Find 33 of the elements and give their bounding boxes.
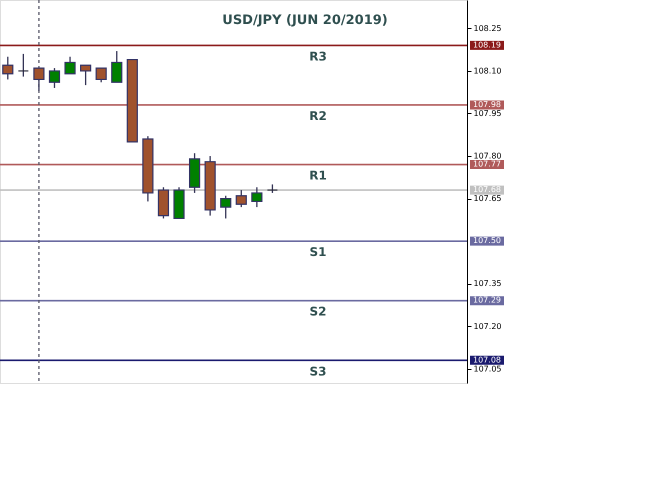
y-tick-label: 107.80 bbox=[474, 152, 502, 161]
text: USD/JPY (JUN 20/2019) bbox=[222, 13, 388, 28]
y-tick-label: 108.25 bbox=[474, 24, 502, 33]
candlestick bbox=[251, 186, 262, 208]
candlestick bbox=[48, 67, 60, 89]
y-tick-label: 107.05 bbox=[474, 364, 502, 374]
text: 107.50 bbox=[473, 236, 501, 246]
candlestick bbox=[220, 195, 232, 220]
ref-line-label: R1 bbox=[309, 168, 327, 183]
y-tick-label: 107.65 bbox=[474, 194, 502, 204]
y-tick-label: 107.35 bbox=[474, 279, 502, 288]
ref-line-label: S3 bbox=[310, 364, 326, 378]
text: 108.19 bbox=[473, 40, 501, 50]
ref-line-label: R2 bbox=[309, 108, 327, 123]
candlestick bbox=[18, 53, 29, 78]
candlestick bbox=[2, 56, 14, 80]
ref-line-label: S2 bbox=[310, 304, 326, 319]
candlestick bbox=[80, 64, 92, 86]
text: 107.29 bbox=[473, 296, 501, 305]
text: 107.98 bbox=[473, 100, 501, 109]
text: 107.77 bbox=[473, 160, 501, 169]
candlestick bbox=[236, 189, 247, 208]
candlestick bbox=[111, 50, 122, 83]
text: 107.08 bbox=[473, 355, 501, 364]
text: 107.68 bbox=[473, 185, 501, 194]
y-tick-label: 108.10 bbox=[474, 66, 502, 76]
candlestick bbox=[33, 67, 45, 92]
y-tick-label: 107.95 bbox=[474, 108, 502, 118]
y-tick-label: 107.20 bbox=[474, 322, 502, 331]
candlestick bbox=[96, 67, 107, 83]
ref-line-label: S1 bbox=[310, 245, 326, 260]
ref-line-label: R3 bbox=[309, 49, 327, 64]
candlestick bbox=[64, 56, 76, 74]
